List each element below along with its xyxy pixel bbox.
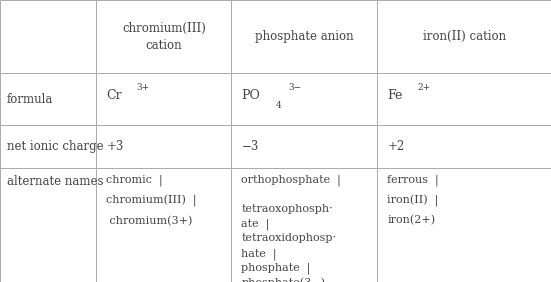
Text: +3: +3 bbox=[106, 140, 124, 153]
Text: hate  |: hate | bbox=[241, 248, 277, 260]
Text: 3+: 3+ bbox=[137, 83, 150, 92]
Text: −3: −3 bbox=[241, 140, 259, 153]
Text: 3−: 3− bbox=[288, 83, 301, 92]
Text: PO: PO bbox=[241, 89, 260, 102]
Text: iron(II)  |: iron(II) | bbox=[387, 195, 439, 207]
Text: ate  |: ate | bbox=[241, 219, 269, 230]
Text: net ionic charge: net ionic charge bbox=[7, 140, 103, 153]
Text: iron(II) cation: iron(II) cation bbox=[423, 30, 506, 43]
Text: chromic  |: chromic | bbox=[106, 175, 163, 186]
Text: phosphate anion: phosphate anion bbox=[255, 30, 354, 43]
Text: +2: +2 bbox=[387, 140, 404, 153]
Text: phosphate  |: phosphate | bbox=[241, 263, 311, 274]
Text: alternate names: alternate names bbox=[7, 175, 103, 188]
Text: tetraoxidophosp·: tetraoxidophosp· bbox=[241, 233, 336, 243]
Text: chromium(III)  |: chromium(III) | bbox=[106, 195, 197, 207]
Text: tetraoxophosph·: tetraoxophosph· bbox=[241, 204, 333, 214]
Text: 4: 4 bbox=[276, 101, 282, 110]
Text: orthophosphate  |: orthophosphate | bbox=[241, 175, 341, 186]
Text: iron(2+): iron(2+) bbox=[387, 215, 435, 226]
Text: chromium(III)
cation: chromium(III) cation bbox=[122, 22, 206, 52]
Text: 2+: 2+ bbox=[418, 83, 431, 92]
Text: Fe: Fe bbox=[387, 89, 403, 102]
Text: phosphate(3−): phosphate(3−) bbox=[241, 277, 325, 282]
Text: ferrous  |: ferrous | bbox=[387, 175, 439, 186]
Text: Cr: Cr bbox=[106, 89, 122, 102]
Text: formula: formula bbox=[7, 93, 53, 106]
Text: chromium(3+): chromium(3+) bbox=[106, 215, 193, 226]
